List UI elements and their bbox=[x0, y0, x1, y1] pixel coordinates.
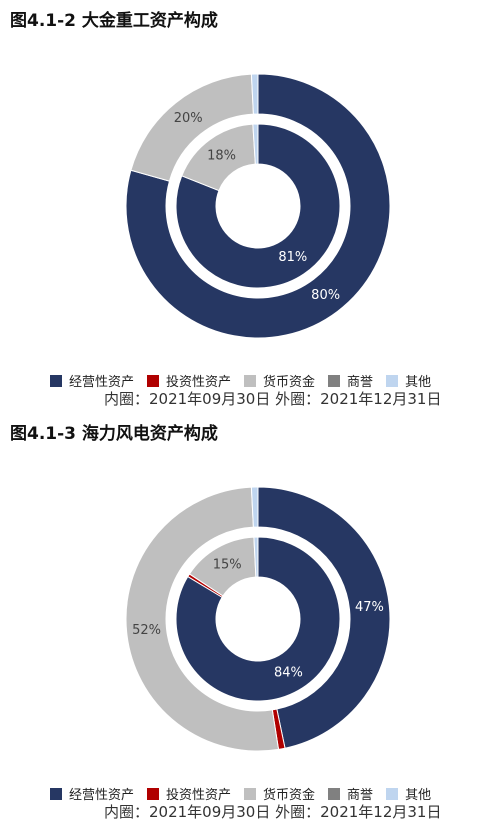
inner-data-label-0: 84% bbox=[274, 666, 303, 681]
legend-item-operating: 经营性资产 bbox=[50, 784, 134, 803]
outer-data-label-0: 47% bbox=[355, 600, 384, 615]
legend-swatch-other bbox=[386, 787, 399, 800]
legend-label: 商誉 bbox=[347, 375, 374, 390]
legend-label: 经营性资产 bbox=[69, 788, 135, 803]
legend-item-other: 其他 bbox=[386, 784, 431, 803]
legend-label: 商誉 bbox=[347, 788, 374, 803]
legend-label: 投资性资产 bbox=[166, 788, 232, 803]
legend-item-goodwill: 商誉 bbox=[328, 371, 373, 390]
legend-item-cash: 货币资金 bbox=[244, 784, 315, 803]
legend-item-other: 其他 bbox=[386, 371, 431, 390]
ring-date-note: 内圈：2021年09月30日 外圈：2021年12月31日 bbox=[104, 803, 442, 821]
chart-title: 图4.1-3 海力风电资产构成 bbox=[10, 424, 218, 444]
double-donut-chart: 81% 18% 80% 20% bbox=[125, 73, 391, 339]
outer-data-label-2: 20% bbox=[174, 111, 203, 126]
legend-item-operating: 经营性资产 bbox=[50, 371, 134, 390]
legend-label: 货币资金 bbox=[263, 788, 316, 803]
legend-label: 其他 bbox=[405, 788, 432, 803]
legend-swatch-operating bbox=[50, 787, 62, 800]
legend-item-investment: 投资性资产 bbox=[147, 784, 231, 803]
legend-swatch-goodwill bbox=[328, 787, 341, 800]
legend: 经营性资产 投资性资产 货币资金 商誉 其他 bbox=[50, 784, 444, 803]
inner-slice-0 bbox=[175, 123, 341, 289]
legend-item-investment: 投资性资产 bbox=[147, 371, 231, 390]
legend-label: 投资性资产 bbox=[166, 375, 232, 390]
outer-data-label-0: 80% bbox=[311, 288, 340, 303]
outer-slice-2 bbox=[125, 486, 280, 752]
legend-swatch-operating bbox=[50, 374, 62, 387]
legend-swatch-cash bbox=[244, 374, 257, 387]
legend-item-goodwill: 商誉 bbox=[328, 784, 373, 803]
legend-swatch-cash bbox=[244, 787, 257, 800]
inner-slice-0 bbox=[175, 536, 341, 702]
outer-slice-0 bbox=[125, 73, 391, 339]
inner-data-label-0: 81% bbox=[278, 250, 307, 265]
outer-data-label-2: 52% bbox=[132, 623, 161, 638]
legend-label: 其他 bbox=[405, 375, 432, 390]
legend-item-cash: 货币资金 bbox=[244, 371, 315, 390]
legend-label: 经营性资产 bbox=[69, 375, 135, 390]
inner-slice-4 bbox=[253, 536, 259, 578]
ring-date-note: 内圈：2021年09月30日 外圈：2021年12月31日 bbox=[104, 390, 442, 408]
legend: 经营性资产 投资性资产 货币资金 商誉 其他 bbox=[50, 371, 444, 390]
inner-data-label-2: 15% bbox=[213, 558, 242, 573]
chart-panel-haili: 图4.1-3 海力风电资产构成 84% 15% 47% 52% 经营性资产 投资性资产… bbox=[0, 413, 499, 825]
outer-slice-0 bbox=[257, 486, 391, 749]
double-donut-chart: 84% 15% 47% 52% bbox=[125, 486, 391, 752]
legend-swatch-goodwill bbox=[328, 374, 341, 387]
chart-panel-dajin: 图4.1-2 大金重工资产构成 81% 18% 80% 20% 经营性资产 投资性资产… bbox=[0, 0, 499, 412]
legend-swatch-other bbox=[386, 374, 399, 387]
inner-slice-4 bbox=[252, 123, 259, 165]
outer-slice-4 bbox=[250, 486, 259, 528]
chart-title: 图4.1-2 大金重工资产构成 bbox=[10, 11, 218, 31]
outer-slice-4 bbox=[250, 73, 259, 115]
legend-swatch-investment bbox=[147, 374, 160, 387]
legend-label: 货币资金 bbox=[263, 375, 316, 390]
inner-data-label-2: 18% bbox=[207, 148, 236, 163]
legend-swatch-investment bbox=[147, 787, 160, 800]
